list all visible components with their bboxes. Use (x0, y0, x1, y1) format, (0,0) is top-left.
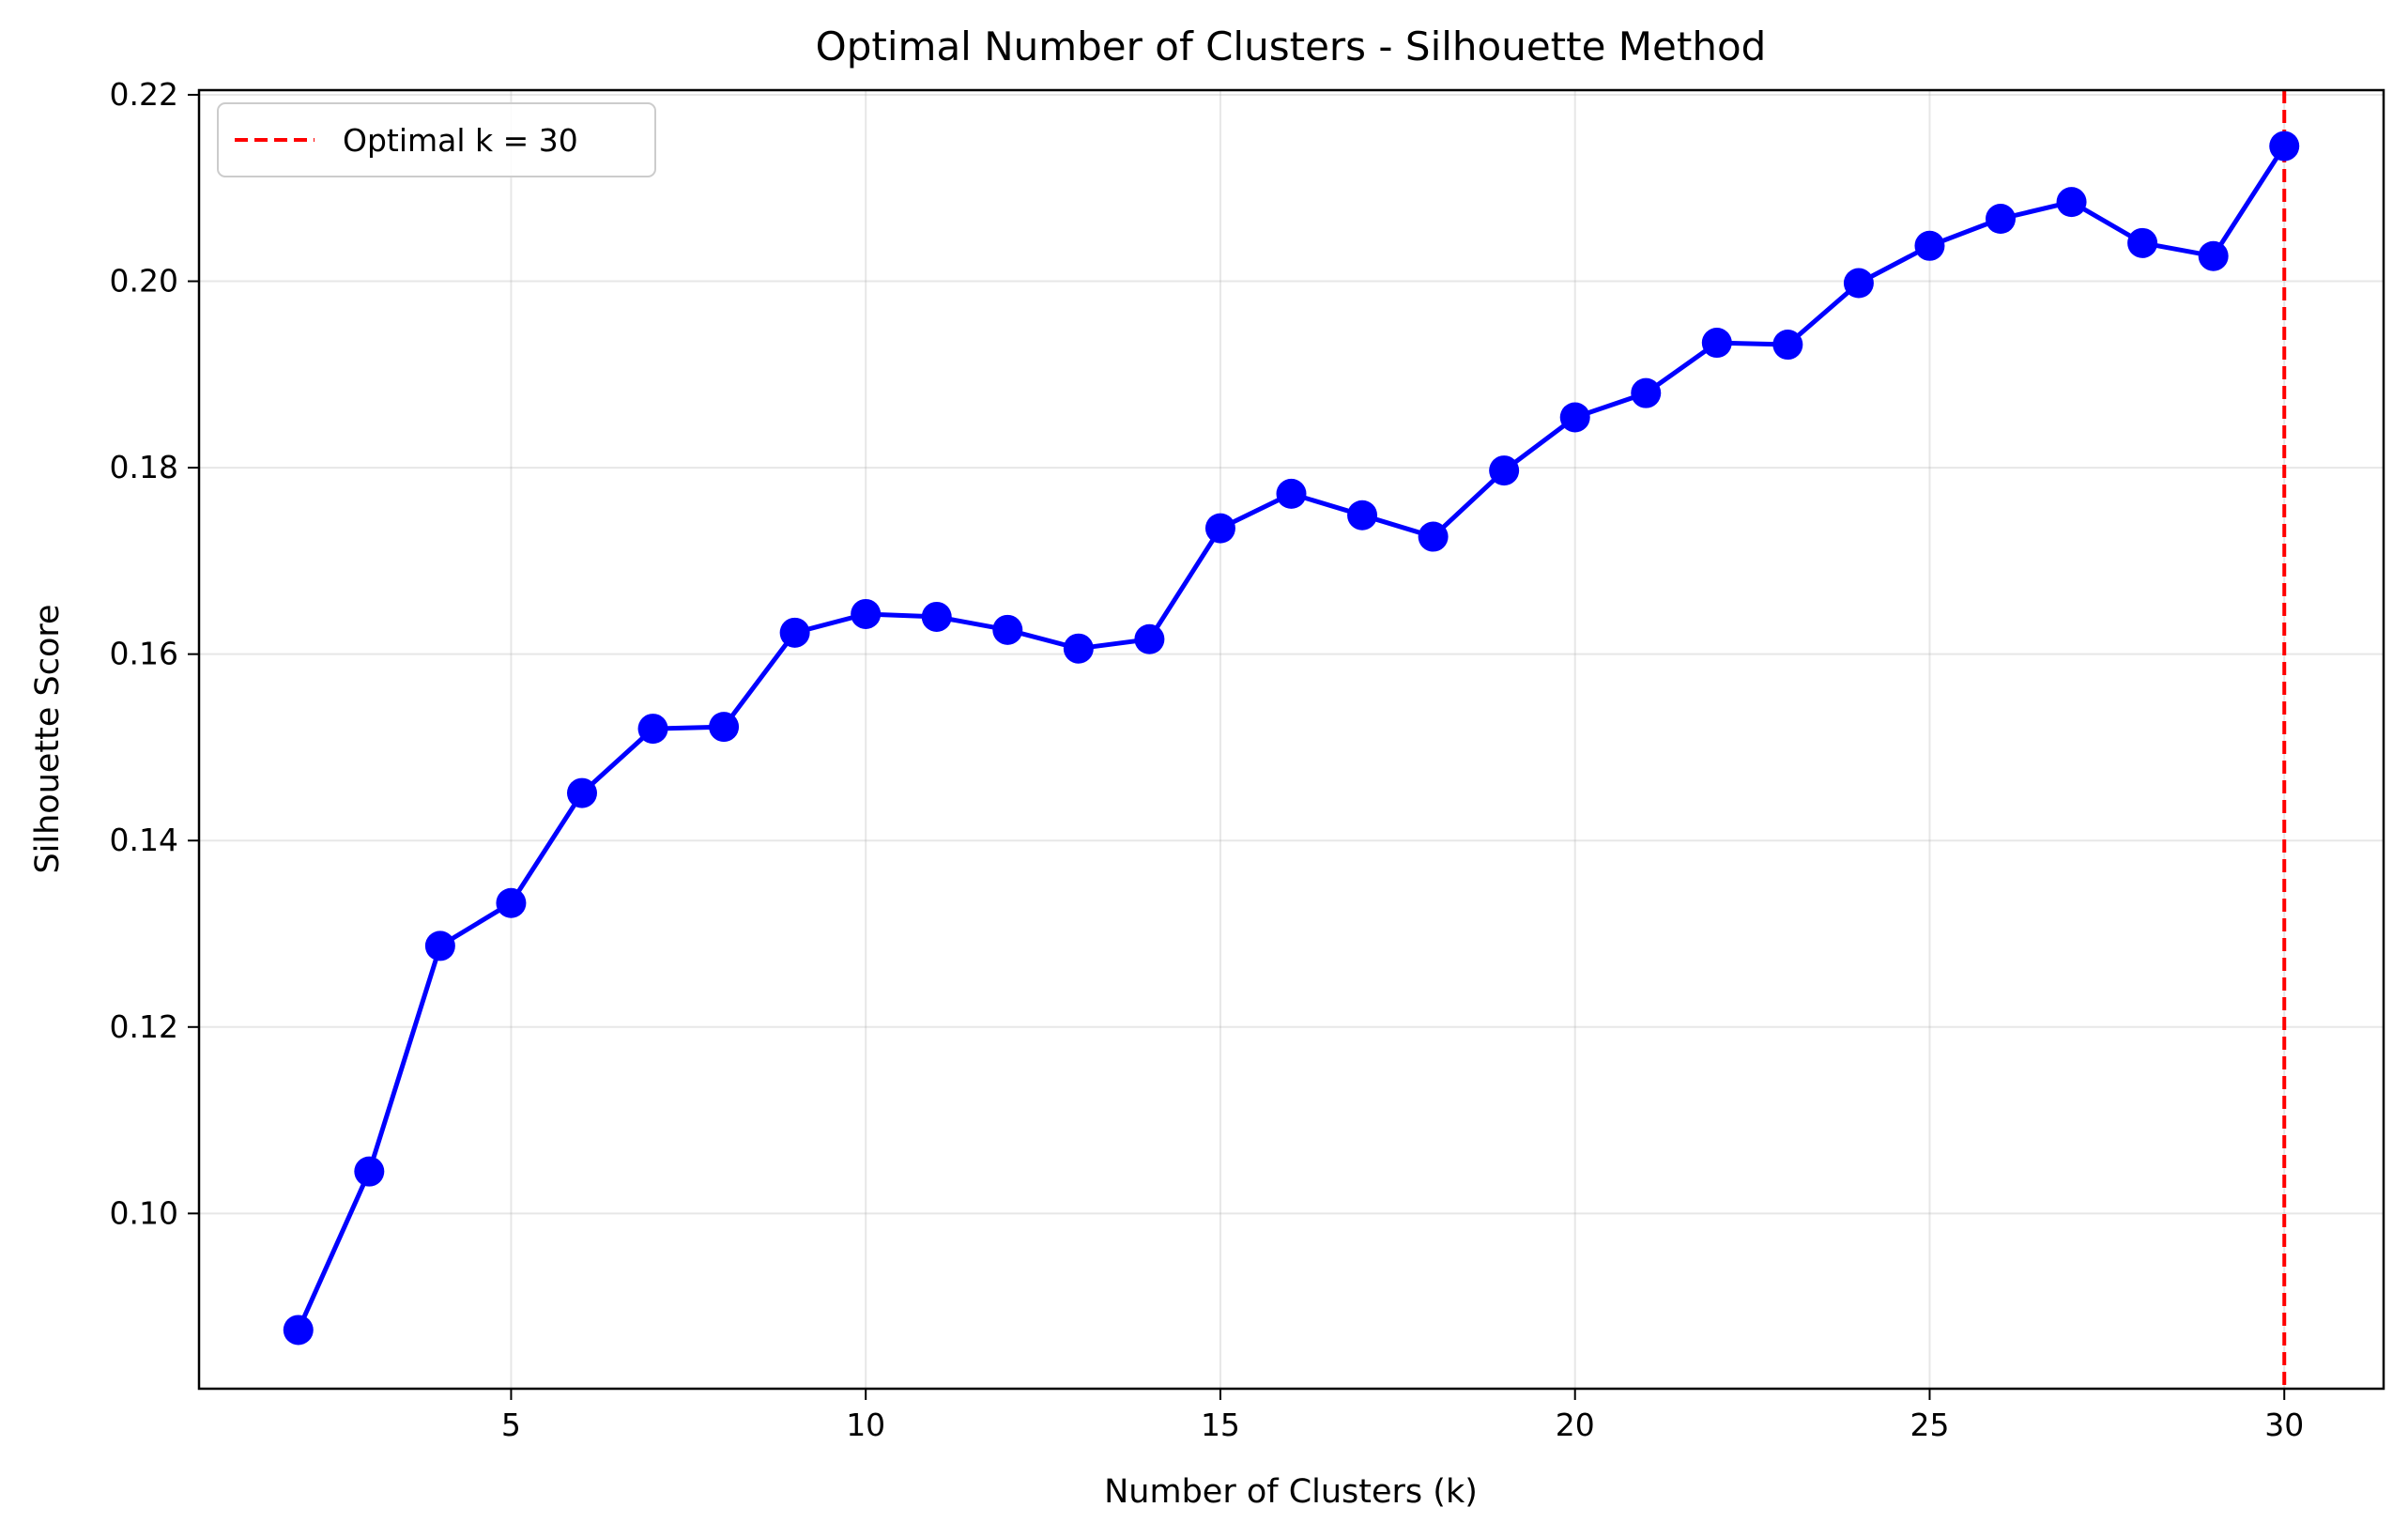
data-point (1986, 204, 2017, 235)
y-tick-label: 0.14 (110, 822, 178, 858)
data-point (1772, 330, 1803, 361)
legend: Optimal k = 30 (217, 102, 656, 177)
data-point (1276, 478, 1307, 509)
x-tick-label: 30 (2264, 1407, 2304, 1443)
data-point (1559, 402, 1590, 433)
plot-frame (197, 88, 2385, 1391)
grid (199, 90, 2384, 1389)
legend-box (217, 102, 656, 177)
series-layer (283, 131, 2300, 1346)
x-tick-label: 20 (1556, 1407, 1595, 1443)
data-point (1204, 513, 1235, 544)
data-point (921, 601, 952, 632)
y-axis-label: Silhouette Score (29, 604, 67, 873)
x-tick-label: 10 (846, 1407, 885, 1443)
data-point (1631, 377, 1662, 408)
y-tick-label: 0.18 (110, 449, 178, 485)
data-point (1063, 633, 1094, 664)
x-axis-label: Number of Clusters (k) (1104, 1473, 1478, 1511)
y-tick-label: 0.12 (110, 1008, 178, 1045)
data-point (2198, 240, 2229, 271)
data-point (2269, 131, 2300, 161)
x-axis-ticks: 5 10 15 20 25 30 (501, 1389, 2304, 1443)
data-point (2056, 187, 2087, 218)
data-point (1489, 455, 1520, 486)
x-tick-label: 5 (501, 1407, 521, 1443)
data-point (1701, 328, 1732, 359)
y-tick-label: 0.22 (110, 76, 178, 113)
data-point (851, 598, 882, 629)
x-tick-label: 25 (1910, 1407, 1949, 1443)
data-point (424, 930, 455, 961)
y-tick-label: 0.16 (110, 636, 178, 672)
data-point (1134, 623, 1165, 654)
data-point (496, 887, 527, 918)
y-tick-label: 0.20 (110, 263, 178, 300)
data-point (1843, 268, 1874, 299)
data-point (709, 712, 740, 743)
data-point (779, 617, 810, 648)
data-point (2127, 227, 2158, 258)
data-point (637, 714, 668, 745)
data-point (283, 1315, 314, 1346)
data-point (566, 777, 597, 808)
data-point (1914, 230, 1945, 261)
data-point (354, 1156, 385, 1187)
y-axis-ticks: 0.10 0.12 0.14 0.16 0.18 0.20 0.22 (110, 76, 199, 1231)
y-tick-label: 0.10 (110, 1194, 178, 1231)
data-point (1347, 500, 1378, 531)
chart-title: Optimal Number of Clusters - Silhouette … (816, 23, 1767, 69)
legend-label-reference: Optimal k = 30 (343, 122, 578, 159)
data-point (992, 614, 1023, 645)
x-tick-label: 15 (1201, 1407, 1240, 1443)
data-point (1418, 521, 1449, 552)
